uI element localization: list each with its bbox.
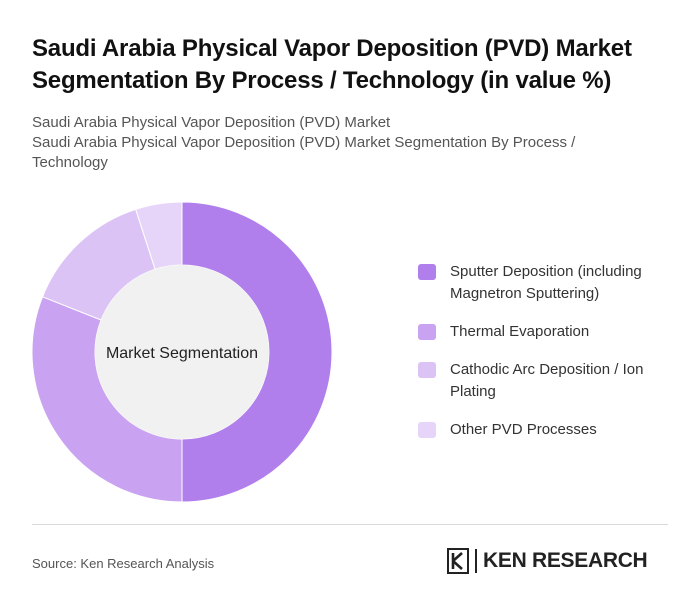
legend-swatch [418, 324, 436, 340]
legend-label: Thermal Evaporation [450, 323, 590, 340]
legend-label: Other PVD Processes [450, 421, 597, 438]
chart-legend: Sputter Deposition (including Magnetron … [418, 261, 678, 457]
legend-item-3: Cathodic Arc Deposition / Ion Plating [418, 359, 678, 403]
footer-divider [32, 524, 668, 525]
ken-research-logo: KEN RESEARCH [447, 548, 648, 574]
donut-svg: Market Segmentation [31, 201, 333, 503]
legend-label: Cathodic Arc Deposition / Ion Plating [450, 361, 644, 400]
legend-swatch [418, 362, 436, 378]
donut-chart: Market Segmentation [30, 200, 334, 504]
donut-center [95, 265, 269, 439]
legend-item-2: Thermal Evaporation [418, 321, 678, 343]
center-label: Market Segmentation [106, 345, 258, 362]
legend-item-1: Sputter Deposition (including Magnetron … [418, 261, 678, 305]
legend-item-4: Other PVD Processes [418, 419, 678, 441]
subtitle-line-2: Saudi Arabia Physical Vapor Deposition (… [32, 134, 576, 171]
legend-swatch [418, 264, 436, 280]
subtitle-line-1: Saudi Arabia Physical Vapor Deposition (… [32, 114, 391, 131]
logo-mark-icon [447, 548, 469, 574]
source-note: Source: Ken Research Analysis [32, 556, 215, 571]
legend-swatch [418, 422, 436, 438]
chart-subtitle: Saudi Arabia Physical Vapor Deposition (… [32, 113, 632, 173]
page-title: Saudi Arabia Physical Vapor Deposition (… [32, 35, 632, 94]
legend-label: Sputter Deposition (including Magnetron … [450, 263, 642, 302]
logo-separator [475, 549, 477, 573]
logo-text: KEN RESEARCH [483, 549, 648, 572]
